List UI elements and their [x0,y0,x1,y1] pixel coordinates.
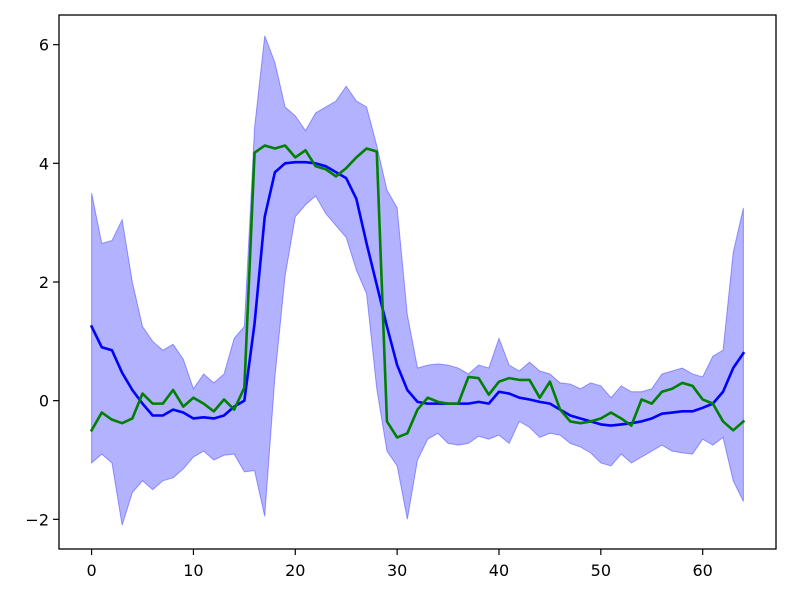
y-tick-label: 0 [39,392,49,411]
y-tick-label: 6 [39,36,49,55]
series-layer [89,144,746,439]
x-axis-ticks: 0 10 20 30 40 50 60 [86,549,713,580]
x-tick-label: 50 [591,561,611,580]
series-line-2 [89,144,746,439]
x-tick-label: 10 [183,561,203,580]
x-tick-label: 30 [387,561,407,580]
x-tick-label: 20 [285,561,305,580]
x-tick-label: 0 [86,561,96,580]
x-tick-label: 40 [489,561,509,580]
y-tick-label: −2 [25,510,49,529]
y-tick-label: 4 [39,154,49,173]
x-tick-label: 60 [692,561,712,580]
y-axis-ticks: −2 0 2 4 6 [25,36,59,529]
series-line-1 [89,160,746,427]
y-tick-label: 2 [39,273,49,292]
